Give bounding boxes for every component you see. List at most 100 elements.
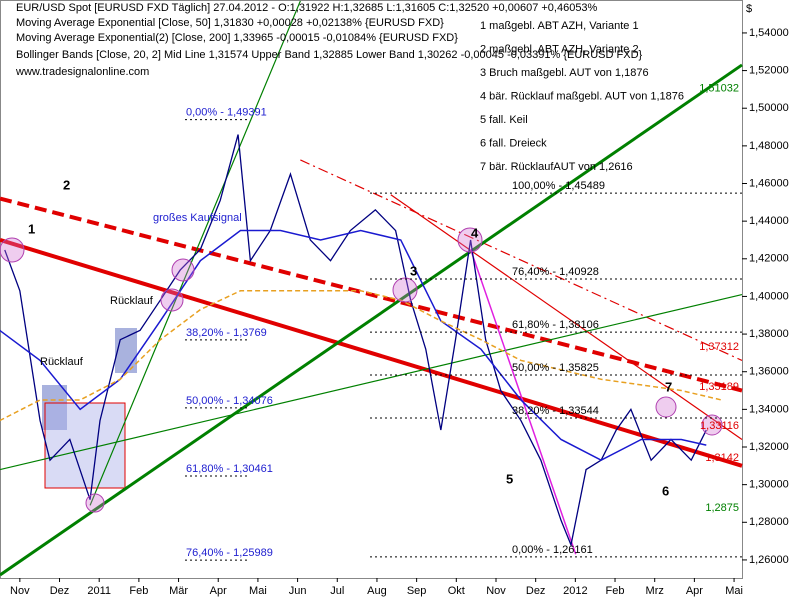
price-label: 1,33116 [700, 420, 739, 432]
y-tick-label: 1,26000 [749, 554, 789, 566]
annotation: 3 [410, 263, 417, 278]
note: 3 Bruch maßgebl. AUT von 1,1876 [480, 67, 649, 79]
note: 2 maßgebl. ABT AZH, Variante 2 [480, 43, 639, 55]
pattern-box [115, 328, 137, 373]
x-tick-label: Mrz [646, 585, 664, 597]
marker-circle [701, 414, 723, 436]
pattern-box [44, 402, 126, 489]
annotation: 7 [665, 379, 672, 394]
x-tick-label: Feb [606, 585, 625, 597]
legend-entry: www.tradesignalonline.com [15, 66, 149, 78]
legend-entry: Moving Average Exponential(2) [Close, 20… [16, 32, 458, 44]
plot-frame [0, 0, 743, 579]
fib-label: 76,40% - 1,25989 [186, 547, 273, 559]
annotations: 1 2 3 4 5 6 7 großes Kaufsignal Rücklauf… [28, 177, 672, 498]
trendline [0, 63, 743, 577]
pattern-box [42, 385, 67, 430]
y-tick-label: 1,38000 [749, 328, 789, 340]
x-tick-label: Nov [486, 585, 506, 597]
note: 7 bär. RücklaufAUT von 1,2616 [480, 161, 633, 173]
note: 5 fall. Keil [480, 114, 528, 126]
marker-circle [392, 277, 418, 303]
x-tick-label: Mai [249, 585, 267, 597]
y-tick-label: 1,42000 [749, 253, 789, 265]
y-tick-label: 1,32000 [749, 441, 789, 453]
marker-circle [0, 237, 25, 263]
annotation: 2 [63, 177, 70, 192]
x-tick-label: Jul [330, 585, 344, 597]
x-tick-label: Jun [289, 585, 307, 597]
markers [0, 227, 723, 513]
y-tick-label: 1,46000 [749, 177, 789, 189]
x-tick-label: Mai [725, 585, 743, 597]
price-line [0, 290, 722, 422]
annotation: 4 [471, 225, 479, 240]
legend: EUR/USD Spot [EURUSD FXD Täglich] 27.04.… [15, 2, 643, 78]
price-line [4, 134, 707, 548]
x-tick-label: 2012 [563, 585, 587, 597]
annotation: Rücklauf [110, 295, 154, 307]
marker-circle [85, 493, 105, 513]
trendline [390, 194, 743, 440]
price-label: 1,35189 [699, 381, 739, 393]
fib-label: 0,00% - 1,26161 [512, 544, 593, 556]
y-tick-label: 1,54000 [749, 27, 789, 39]
annotation: Rücklauf [40, 356, 84, 368]
y-tick-label: 1,48000 [749, 140, 789, 152]
price-label: 1,51032 [699, 83, 739, 95]
note: 1 maßgebl. ABT AZH, Variante 1 [480, 20, 639, 32]
fib-label: 50,00% - 1,35825 [512, 362, 599, 374]
notes: 1 maßgebl. ABT AZH, Variante 1 2 maßgebl.… [480, 20, 684, 173]
fib-label: 38,20% - 1,33544 [512, 405, 599, 417]
marker-circle [457, 227, 483, 253]
legend-entry: Moving Average Exponential [Close, 50] 1… [16, 17, 444, 29]
x-tick-label: Dez [526, 585, 546, 597]
y-tick-label: 1,30000 [749, 479, 789, 491]
x-tick-label: Apr [686, 585, 703, 597]
x-tick-label: Feb [129, 585, 148, 597]
fib-label: 100,00% - 1,45489 [512, 180, 605, 192]
note: 4 bär. Rücklauf maßgebl. AUT von 1,1876 [480, 90, 684, 102]
y-axis-label: $ [746, 3, 752, 15]
x-tick-label: Apr [210, 585, 227, 597]
legend-entry: Bollinger Bands [Close, 20, 2] Mid Line … [16, 49, 643, 61]
fib-label: 0,00% - 1,49391 [186, 107, 267, 119]
plot [0, 0, 743, 577]
x-tick-label: Okt [448, 585, 465, 597]
fib-label: 50,00% - 1,34076 [186, 395, 273, 407]
price-label: 1,37312 [699, 341, 739, 353]
y-tick-label: 1,52000 [749, 64, 789, 76]
x-tick-label: Nov [10, 585, 30, 597]
marker-circle [171, 258, 195, 282]
annotation: großes Kaufsignal [153, 212, 242, 224]
trendline [89, 0, 301, 506]
marker-circle [160, 288, 184, 312]
y-tick-label: 1,28000 [749, 516, 789, 528]
marker-circle [655, 396, 677, 418]
annotation: 6 [662, 483, 669, 498]
header: EUR/USD Spot [EURUSD FXD Täglich] 27.04.… [16, 2, 598, 14]
price-label: 1,2875 [705, 502, 739, 514]
y-tick-label: 1,34000 [749, 403, 789, 415]
x-tick-label: 2011 [87, 585, 111, 597]
fib-label: 61,80% - 1,30461 [186, 463, 273, 475]
fib-label: 76,40% - 1,40928 [512, 266, 599, 278]
y-tick-label: 1,40000 [749, 290, 789, 302]
y-tick-label: 1,50000 [749, 102, 789, 114]
note: 6 fall. Dreieck [480, 137, 547, 149]
x-tick-label: Sep [407, 585, 427, 597]
trendline [0, 196, 743, 393]
y-tick-label: 1,44000 [749, 215, 789, 227]
trendline [300, 159, 743, 361]
fib-label: 38,20% - 1,3769 [186, 327, 267, 339]
trendline [0, 293, 743, 471]
x-tick-label: Aug [367, 585, 387, 597]
x-tick-label: Dez [50, 585, 70, 597]
fib-label: 61,80% - 1,38106 [512, 319, 599, 331]
y-tick-label: 1,36000 [749, 366, 789, 378]
x-tick-label: Mär [169, 585, 188, 597]
annotation: 1 [28, 221, 35, 236]
annotation: 5 [506, 471, 513, 486]
price-label: 1,3142 [705, 452, 739, 464]
